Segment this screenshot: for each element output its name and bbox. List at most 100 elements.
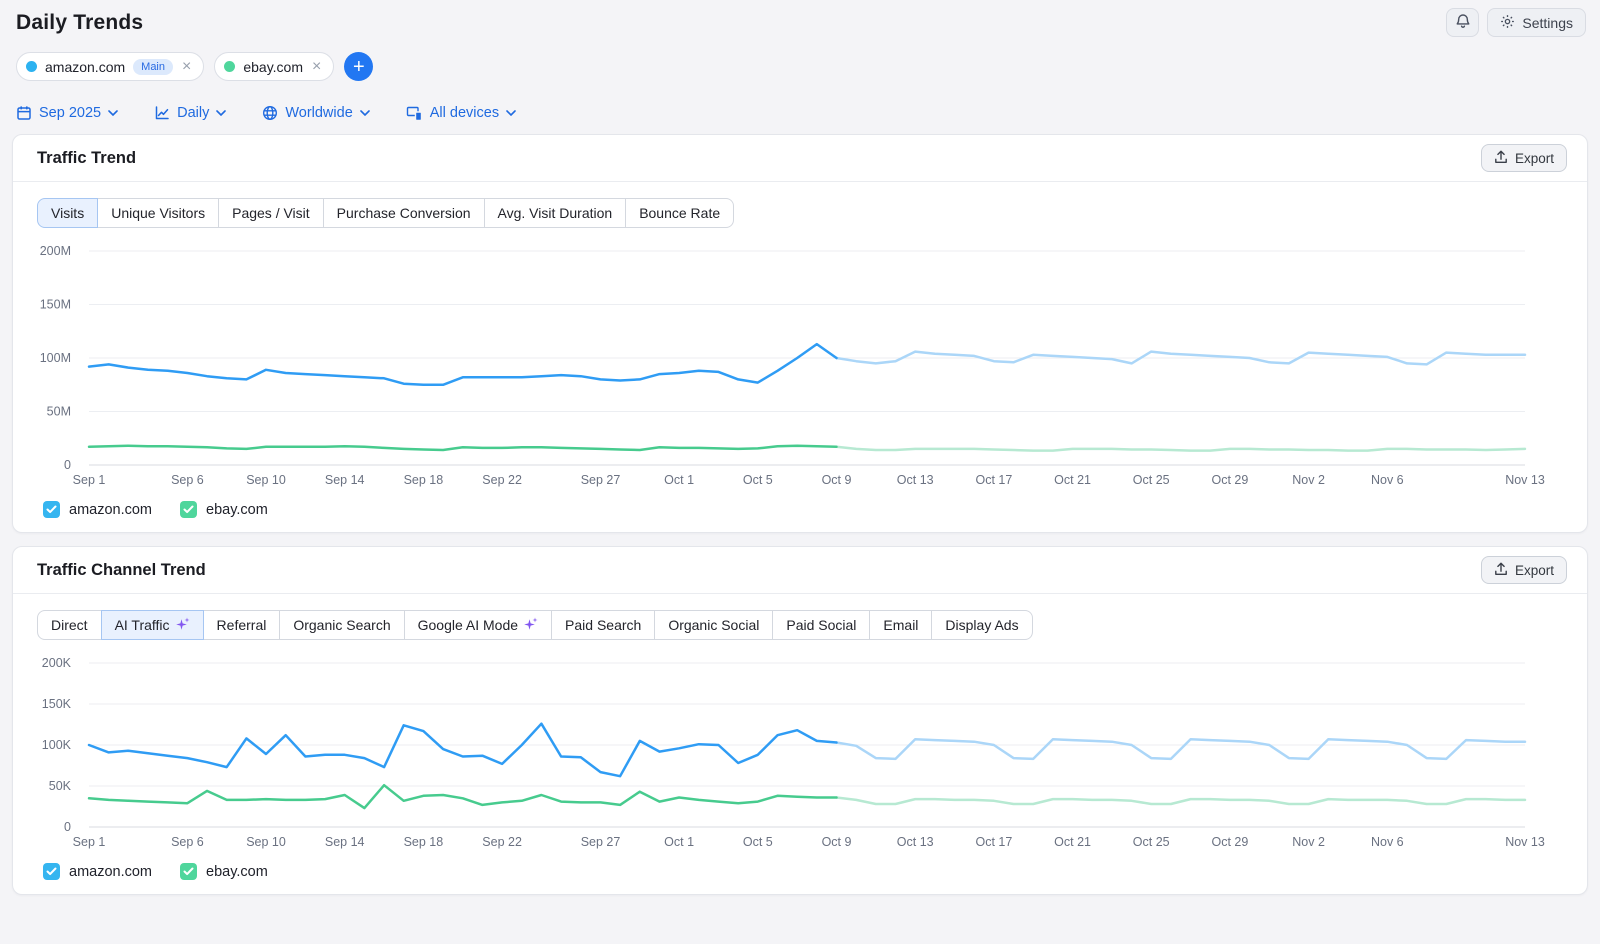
tab-purchase-conversion[interactable]: Purchase Conversion	[323, 198, 485, 228]
legend-item-amazon[interactable]: amazon.com	[43, 501, 152, 518]
date-filter-label: Sep 2025	[39, 105, 101, 121]
svg-text:Oct 9: Oct 9	[822, 835, 852, 849]
page-title: Daily Trends	[16, 11, 143, 35]
tab-email[interactable]: Email	[869, 610, 932, 640]
region-filter[interactable]: Worldwide	[262, 105, 369, 121]
export-label: Export	[1515, 563, 1554, 578]
tab-google-ai-mode[interactable]: Google AI Mode	[404, 610, 552, 640]
tab-direct[interactable]: Direct	[37, 610, 102, 640]
svg-text:Sep 14: Sep 14	[325, 473, 365, 487]
tab-paid-search[interactable]: Paid Search	[551, 610, 655, 640]
export-label: Export	[1515, 151, 1554, 166]
svg-text:Oct 1: Oct 1	[664, 473, 694, 487]
svg-text:Oct 13: Oct 13	[897, 835, 934, 849]
card-title: Traffic Trend	[37, 149, 136, 168]
tab-label: Google AI Mode	[418, 617, 518, 633]
legend-item-amazon[interactable]: amazon.com	[43, 863, 152, 880]
svg-text:200K: 200K	[42, 656, 72, 670]
settings-button[interactable]: Settings	[1487, 8, 1586, 37]
region-filter-label: Worldwide	[285, 105, 352, 121]
tab-pages-per-visit[interactable]: Pages / Visit	[218, 198, 324, 228]
globe-icon	[262, 105, 278, 121]
legend-label: ebay.com	[206, 864, 268, 880]
svg-text:Sep 22: Sep 22	[482, 835, 522, 849]
devices-icon	[406, 105, 423, 121]
tab-display-ads[interactable]: Display Ads	[931, 610, 1032, 640]
svg-text:100M: 100M	[40, 351, 71, 365]
chevron-down-icon	[216, 110, 226, 116]
date-filter[interactable]: Sep 2025	[16, 105, 118, 121]
legend-label: amazon.com	[69, 502, 152, 518]
tab-avg-visit-duration[interactable]: Avg. Visit Duration	[484, 198, 627, 228]
add-domain-button[interactable]: +	[344, 52, 373, 81]
svg-text:Oct 21: Oct 21	[1054, 835, 1091, 849]
svg-text:Oct 21: Oct 21	[1054, 473, 1091, 487]
domain-chips-row: amazon.com Main × ebay.com × +	[16, 52, 1584, 81]
legend-item-ebay[interactable]: ebay.com	[180, 501, 268, 518]
topbar: Daily Trends Settings	[0, 0, 1600, 37]
svg-text:Oct 13: Oct 13	[897, 473, 934, 487]
checkbox-checked-icon[interactable]	[43, 863, 60, 880]
tab-ai-traffic[interactable]: AI Traffic	[101, 610, 204, 640]
traffic-trend-chart[interactable]: 050M100M150M200MSep 1Sep 6Sep 10Sep 14Se…	[37, 241, 1563, 496]
svg-text:200M: 200M	[40, 244, 71, 258]
notifications-button[interactable]	[1446, 8, 1479, 37]
svg-text:Sep 27: Sep 27	[581, 835, 621, 849]
channel-tabs: Direct AI Traffic Referral Organic Searc…	[37, 610, 1033, 640]
svg-text:Nov 6: Nov 6	[1371, 473, 1404, 487]
svg-text:Oct 5: Oct 5	[743, 473, 773, 487]
close-icon[interactable]: ×	[181, 59, 192, 75]
trend-icon	[154, 105, 170, 121]
svg-text:Sep 1: Sep 1	[73, 835, 106, 849]
svg-text:Sep 10: Sep 10	[246, 835, 286, 849]
tab-label: AI Traffic	[115, 617, 170, 633]
chevron-down-icon	[108, 110, 118, 116]
checkbox-checked-icon[interactable]	[180, 863, 197, 880]
gear-icon	[1500, 14, 1515, 32]
ebay-dot-icon	[224, 61, 235, 72]
tab-bounce-rate[interactable]: Bounce Rate	[625, 198, 734, 228]
svg-text:50K: 50K	[49, 779, 72, 793]
svg-text:Nov 13: Nov 13	[1505, 835, 1545, 849]
tab-unique-visitors[interactable]: Unique Visitors	[97, 198, 219, 228]
traffic-channel-trend-chart[interactable]: 050K100K150K200KSep 1Sep 6Sep 10Sep 14Se…	[37, 653, 1563, 858]
domain-chip-amazon[interactable]: amazon.com Main ×	[16, 52, 204, 81]
calendar-icon	[16, 105, 32, 121]
tab-visits[interactable]: Visits	[37, 198, 98, 228]
svg-text:Sep 27: Sep 27	[581, 473, 621, 487]
domain-chip-label: ebay.com	[243, 59, 303, 75]
card-body: Visits Unique Visitors Pages / Visit Pur…	[13, 182, 1587, 532]
tab-organic-social[interactable]: Organic Social	[654, 610, 773, 640]
checkbox-checked-icon[interactable]	[43, 501, 60, 518]
card-header: Traffic Channel Trend Export	[13, 547, 1587, 594]
devices-filter[interactable]: All devices	[406, 105, 516, 121]
legend-label: amazon.com	[69, 864, 152, 880]
svg-text:0: 0	[64, 458, 71, 472]
tab-organic-search[interactable]: Organic Search	[279, 610, 404, 640]
devices-filter-label: All devices	[430, 105, 499, 121]
granularity-filter[interactable]: Daily	[154, 105, 226, 121]
svg-text:Oct 5: Oct 5	[743, 835, 773, 849]
close-icon[interactable]: ×	[311, 59, 322, 75]
chart-legend: amazon.com ebay.com	[43, 863, 1563, 880]
sparkle-icon	[176, 617, 190, 634]
checkbox-checked-icon[interactable]	[180, 501, 197, 518]
svg-text:Sep 10: Sep 10	[246, 473, 286, 487]
legend-label: ebay.com	[206, 502, 268, 518]
legend-item-ebay[interactable]: ebay.com	[180, 863, 268, 880]
tab-referral[interactable]: Referral	[203, 610, 281, 640]
export-button[interactable]: Export	[1481, 556, 1567, 584]
svg-text:150K: 150K	[42, 697, 72, 711]
svg-text:Oct 17: Oct 17	[975, 473, 1012, 487]
card-body: Direct AI Traffic Referral Organic Searc…	[13, 594, 1587, 894]
svg-text:Oct 25: Oct 25	[1133, 473, 1170, 487]
svg-text:Oct 17: Oct 17	[975, 835, 1012, 849]
granularity-filter-label: Daily	[177, 105, 209, 121]
upload-icon	[1494, 562, 1508, 579]
main-badge: Main	[133, 59, 173, 75]
card-header: Traffic Trend Export	[13, 135, 1587, 182]
tab-paid-social[interactable]: Paid Social	[772, 610, 870, 640]
export-button[interactable]: Export	[1481, 144, 1567, 172]
svg-text:Oct 9: Oct 9	[822, 473, 852, 487]
domain-chip-ebay[interactable]: ebay.com ×	[214, 52, 334, 81]
